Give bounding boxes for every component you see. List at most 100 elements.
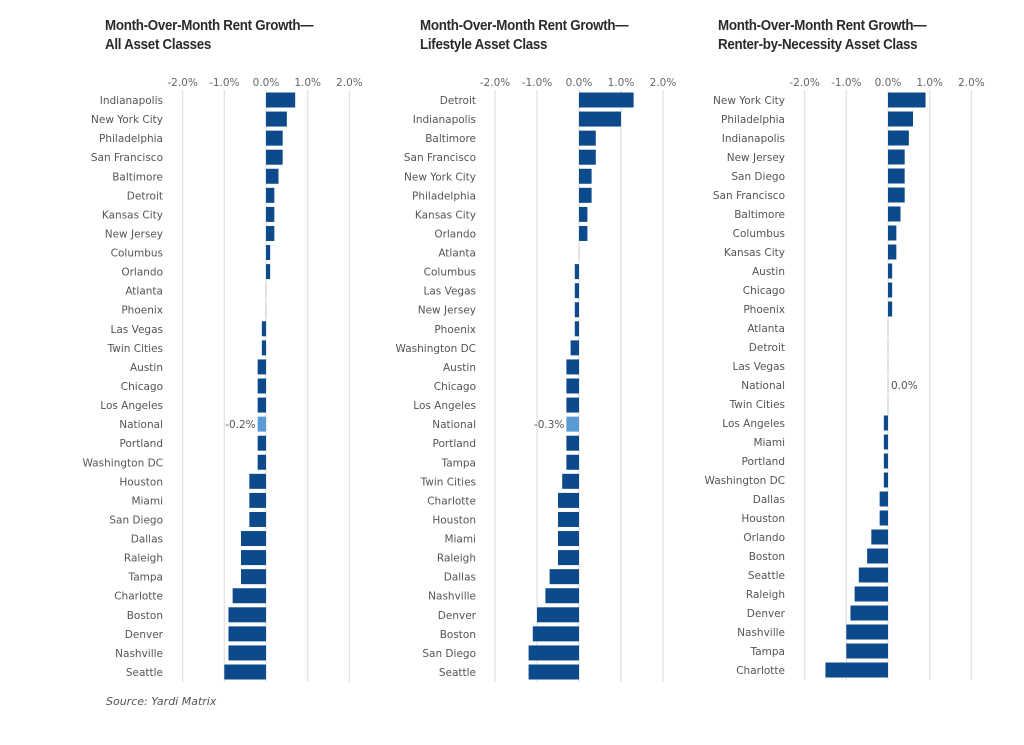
bar xyxy=(257,378,266,394)
category-label: Austin xyxy=(752,266,785,278)
category-label: Kansas City xyxy=(102,209,163,221)
x-tick-label: 1.0% xyxy=(294,77,321,89)
category-label: National xyxy=(432,419,476,431)
category-label: San Diego xyxy=(109,514,163,526)
category-label: Detroit xyxy=(440,95,476,107)
category-label: Tampa xyxy=(128,572,163,584)
bar xyxy=(574,321,579,337)
category-label: Columbus xyxy=(733,228,785,240)
x-tick-label: -2.0% xyxy=(480,77,510,89)
category-label: Nashville xyxy=(737,627,785,639)
bar xyxy=(888,149,905,165)
category-label: Washington DC xyxy=(83,457,163,469)
category-label: New Jersey xyxy=(418,305,476,317)
category-label: Houston xyxy=(741,513,785,525)
bar xyxy=(888,244,897,260)
category-label: Austin xyxy=(443,362,476,374)
bar xyxy=(266,264,271,280)
bar xyxy=(228,607,266,623)
category-label: Portland xyxy=(120,438,164,450)
bar xyxy=(883,472,888,488)
bar xyxy=(266,245,271,261)
bar xyxy=(261,321,266,337)
category-label: Twin Cities xyxy=(420,476,476,488)
bar xyxy=(240,531,266,547)
category-label: Washington DC xyxy=(705,475,785,487)
category-label: Orlando xyxy=(434,228,476,240)
category-label: Portland xyxy=(433,438,477,450)
bar xyxy=(566,435,579,451)
category-label: Phoenix xyxy=(434,324,476,336)
category-label: Chicago xyxy=(121,381,163,393)
bar-national xyxy=(566,416,579,432)
bar xyxy=(883,434,888,450)
bar xyxy=(867,548,888,564)
category-label: Chicago xyxy=(743,285,785,297)
category-label: Portland xyxy=(742,456,786,468)
category-label: Atlanta xyxy=(125,286,163,298)
category-label: Philadelphia xyxy=(721,114,785,126)
category-label: San Diego xyxy=(422,648,476,660)
bar xyxy=(579,130,596,146)
bar xyxy=(879,491,888,507)
category-label: Twin Cities xyxy=(107,343,163,355)
category-label: San Francisco xyxy=(713,190,785,202)
chart-title-line-1: Month-Over-Month Rent Growth— xyxy=(718,18,927,34)
chart-title-line-2: All Asset Classes xyxy=(105,37,212,53)
bar xyxy=(579,225,588,241)
bar xyxy=(574,264,579,280)
bar xyxy=(232,588,266,604)
bar xyxy=(579,111,621,127)
chart-title-line-2: Lifestyle Asset Class xyxy=(420,37,548,53)
category-label: Atlanta xyxy=(438,248,476,260)
bar xyxy=(579,187,592,203)
category-label: New Jersey xyxy=(727,152,785,164)
bar xyxy=(850,605,888,621)
category-label: Houston xyxy=(432,514,476,526)
category-label: Boston xyxy=(440,629,476,641)
bar xyxy=(266,206,275,222)
category-label: Boston xyxy=(127,610,163,622)
bar xyxy=(266,130,283,146)
bar xyxy=(266,168,279,184)
bar xyxy=(528,664,579,680)
x-tick-label: 1.0% xyxy=(608,77,635,89)
category-label: Baltimore xyxy=(734,209,785,221)
bar xyxy=(574,283,579,299)
x-tick-label: -2.0% xyxy=(167,77,197,89)
x-tick-label: 2.0% xyxy=(336,77,363,89)
bar xyxy=(240,550,266,566)
bar xyxy=(888,130,909,146)
chart-title: Month-Over-Month Rent Growth— All Asset … xyxy=(105,17,314,55)
bar xyxy=(888,92,926,108)
category-label: Kansas City xyxy=(415,209,476,221)
bar xyxy=(528,645,579,661)
bar xyxy=(532,626,579,642)
category-label: Seattle xyxy=(748,570,785,582)
bar xyxy=(549,569,579,585)
category-label: National xyxy=(741,380,785,392)
bar xyxy=(883,415,888,431)
chart-title-line-1: Month-Over-Month Rent Growth— xyxy=(105,18,314,34)
category-label: New York City xyxy=(404,171,476,183)
category-label: Atlanta xyxy=(747,323,785,335)
bar xyxy=(558,492,579,508)
x-tick-label: -1.0% xyxy=(831,77,861,89)
bar xyxy=(566,359,579,375)
category-label: Philadelphia xyxy=(412,190,476,202)
x-tick-label: -1.0% xyxy=(522,77,552,89)
category-label: Denver xyxy=(125,629,164,641)
bar xyxy=(871,529,888,545)
bar xyxy=(858,567,888,583)
bar xyxy=(825,662,888,678)
bar xyxy=(224,664,266,680)
bar xyxy=(257,435,266,451)
bar xyxy=(846,643,888,659)
category-label: Miami xyxy=(131,495,163,507)
bar-chart-svg: -2.0% -1.0% 0.0% 1.0% 2.0% Indianapolis New Yo… xyxy=(83,77,363,682)
bar xyxy=(249,492,266,508)
bar xyxy=(240,569,266,585)
category-label: Raleigh xyxy=(746,589,785,601)
bar xyxy=(228,645,266,661)
category-label: Denver xyxy=(747,608,786,620)
